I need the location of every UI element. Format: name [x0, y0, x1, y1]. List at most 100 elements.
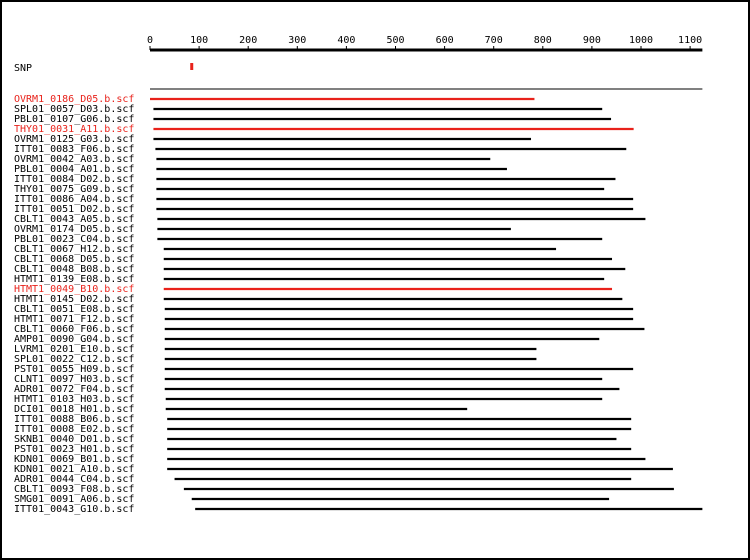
ruler-tick-label: 300: [288, 35, 306, 46]
read-row: HTMT1_0139_E08.b.scf: [14, 274, 605, 285]
read-row: ITT01_0086_A04.b.scf: [14, 194, 634, 205]
read-name[interactable]: OVRM1_0186_D05.b.scf: [14, 94, 134, 105]
read-row: SPL01_0022_C12.b.scf: [14, 354, 537, 365]
read-name[interactable]: LVRM1_0201_E10.b.scf: [14, 344, 134, 355]
read-row: CBLT1_0067_H12.b.scf: [14, 244, 557, 255]
read-row: THY01_0075_G09.b.scf: [14, 184, 605, 195]
read-name[interactable]: CBLT1_0068_D05.b.scf: [14, 254, 134, 265]
read-row: ADR01_0072_F04.b.scf: [14, 384, 620, 395]
read-row: KDN01_0069_B01.b.scf: [14, 454, 646, 465]
read-row: PBL01_0004_A01.b.scf: [14, 164, 507, 175]
read-name[interactable]: CBLT1_0048_B08.b.scf: [14, 264, 134, 275]
ruler-tick-label: 500: [386, 35, 404, 46]
read-name[interactable]: HTMT1_0071_F12.b.scf: [14, 314, 134, 325]
read-name[interactable]: SPL01_0022_C12.b.scf: [14, 354, 134, 365]
read-name[interactable]: ITT01_0086_A04.b.scf: [14, 194, 134, 205]
read-name[interactable]: ITT01_0008_E02.b.scf: [14, 424, 134, 435]
read-name[interactable]: OVRM1_0174_D05.b.scf: [14, 224, 134, 235]
read-row: CBLT1_0043_A05.b.scf: [14, 214, 646, 225]
ruler-tick-label: 1000: [629, 35, 653, 46]
ruler-tick-label: 800: [534, 35, 552, 46]
ruler-tick-label: 1100: [678, 35, 702, 46]
read-name[interactable]: THY01_0075_G09.b.scf: [14, 184, 134, 195]
read-row: THY01_0031_A11.b.scf: [14, 124, 634, 135]
read-name[interactable]: CBLT1_0043_A05.b.scf: [14, 214, 134, 225]
read-name[interactable]: PST01_0055_H09.b.scf: [14, 364, 134, 375]
read-name[interactable]: ITT01_0083_F06.b.scf: [14, 144, 134, 155]
read-row: CBLT1_0060_F06.b.scf: [14, 324, 645, 335]
read-name[interactable]: HTMT1_0049_B10.b.scf: [14, 284, 134, 295]
read-row: OVRM1_0125_G03.b.scf: [14, 134, 532, 145]
read-name[interactable]: AMP01_0090_G04.b.scf: [14, 334, 134, 345]
read-name[interactable]: HTMT1_0145_D02.b.scf: [14, 294, 134, 305]
read-row: HTMT1_0145_D02.b.scf: [14, 294, 623, 305]
read-name[interactable]: OVRM1_0042_A03.b.scf: [14, 154, 134, 165]
read-name[interactable]: PST01_0023_H01.b.scf: [14, 444, 134, 455]
read-row: CBLT1_0048_B08.b.scf: [14, 264, 626, 275]
read-name[interactable]: KDN01_0021_A10.b.scf: [14, 464, 134, 475]
read-name[interactable]: ITT01_0088_B06.b.scf: [14, 414, 134, 425]
read-name[interactable]: PBL01_0004_A01.b.scf: [14, 164, 134, 175]
read-name[interactable]: SMG01_0091_A06.b.scf: [14, 494, 134, 505]
read-name[interactable]: PBL01_0107_G06.b.scf: [14, 114, 134, 125]
read-row: ITT01_0043_G10.b.scf: [14, 504, 703, 515]
ruler-tick-label: 400: [337, 35, 355, 46]
read-name[interactable]: CBLT1_0051_E08.b.scf: [14, 304, 134, 315]
read-name[interactable]: KDN01_0069_B01.b.scf: [14, 454, 134, 465]
read-row: OVRM1_0174_D05.b.scf: [14, 224, 511, 235]
read-row: SPL01_0057_D03.b.scf: [14, 104, 603, 115]
read-row: PBL01_0023_C04.b.scf: [14, 234, 603, 245]
read-row: OVRM1_0042_A03.b.scf: [14, 154, 491, 165]
read-name[interactable]: SPL01_0057_D03.b.scf: [14, 104, 134, 115]
read-name[interactable]: SKNB1_0040_D01.b.scf: [14, 434, 134, 445]
read-row: CBLT1_0068_D05.b.scf: [14, 254, 613, 265]
read-row: OVRM1_0186_D05.b.scf: [14, 94, 535, 105]
read-list: OVRM1_0186_D05.b.scfSPL01_0057_D03.b.scf…: [14, 94, 703, 515]
ruler-tick-label: 900: [583, 35, 601, 46]
ruler-tick-label: 0: [147, 35, 153, 46]
read-name[interactable]: CBLT1_0067_H12.b.scf: [14, 244, 134, 255]
read-name[interactable]: HTMT1_0103_H03.b.scf: [14, 394, 134, 405]
read-name[interactable]: OVRM1_0125_G03.b.scf: [14, 134, 134, 145]
read-row: AMP01_0090_G04.b.scf: [14, 334, 600, 345]
ruler-tick-label: 100: [190, 35, 208, 46]
read-row: PBL01_0107_G06.b.scf: [14, 114, 612, 125]
read-row: ITT01_0083_F06.b.scf: [14, 144, 627, 155]
read-row: HTMT1_0103_H03.b.scf: [14, 394, 603, 405]
read-row: CLNT1_0097_H03.b.scf: [14, 374, 603, 385]
read-row: ITT01_0051_D02.b.scf: [14, 204, 634, 215]
read-name[interactable]: PBL01_0023_C04.b.scf: [14, 234, 134, 245]
read-row: CBLT1_0093_F08.b.scf: [14, 484, 674, 495]
read-row: HTMT1_0071_F12.b.scf: [14, 314, 634, 325]
ruler-tick-label: 200: [239, 35, 257, 46]
snp-label: SNP: [14, 63, 32, 74]
snp-marker: [190, 63, 194, 70]
read-name[interactable]: DCI01_0018_H01.b.scf: [14, 404, 134, 415]
read-name[interactable]: CLNT1_0097_H03.b.scf: [14, 374, 134, 385]
read-name[interactable]: ITT01_0084_D02.b.scf: [14, 174, 134, 185]
read-row: CBLT1_0051_E08.b.scf: [14, 304, 634, 315]
read-row: SKNB1_0040_D01.b.scf: [14, 434, 617, 445]
read-row: ITT01_0084_D02.b.scf: [14, 174, 616, 185]
read-row: ITT01_0088_B06.b.scf: [14, 414, 632, 425]
read-name[interactable]: HTMT1_0139_E08.b.scf: [14, 274, 134, 285]
read-name[interactable]: CBLT1_0093_F08.b.scf: [14, 484, 134, 495]
position-ruler: 0 100 200 300 400 500 600 700 800 900 1000 1100: [147, 35, 703, 52]
read-name[interactable]: CBLT1_0060_F06.b.scf: [14, 324, 134, 335]
read-row: ADR01_0044_C04.b.scf: [14, 474, 632, 485]
read-row: KDN01_0021_A10.b.scf: [14, 464, 673, 475]
read-name[interactable]: THY01_0031_A11.b.scf: [14, 124, 134, 135]
read-name[interactable]: ADR01_0072_F04.b.scf: [14, 384, 134, 395]
read-name[interactable]: ADR01_0044_C04.b.scf: [14, 474, 134, 485]
read-name[interactable]: ITT01_0051_D02.b.scf: [14, 204, 134, 215]
read-name[interactable]: ITT01_0043_G10.b.scf: [14, 504, 134, 515]
read-row: SMG01_0091_A06.b.scf: [14, 494, 610, 505]
ruler-tick-label: 700: [485, 35, 503, 46]
read-row: PST01_0055_H09.b.scf: [14, 364, 634, 375]
ruler-tick-label: 600: [436, 35, 454, 46]
read-row: PST01_0023_H01.b.scf: [14, 444, 632, 455]
read-row: ITT01_0008_E02.b.scf: [14, 424, 632, 435]
read-row: LVRM1_0201_E10.b.scf: [14, 344, 537, 355]
